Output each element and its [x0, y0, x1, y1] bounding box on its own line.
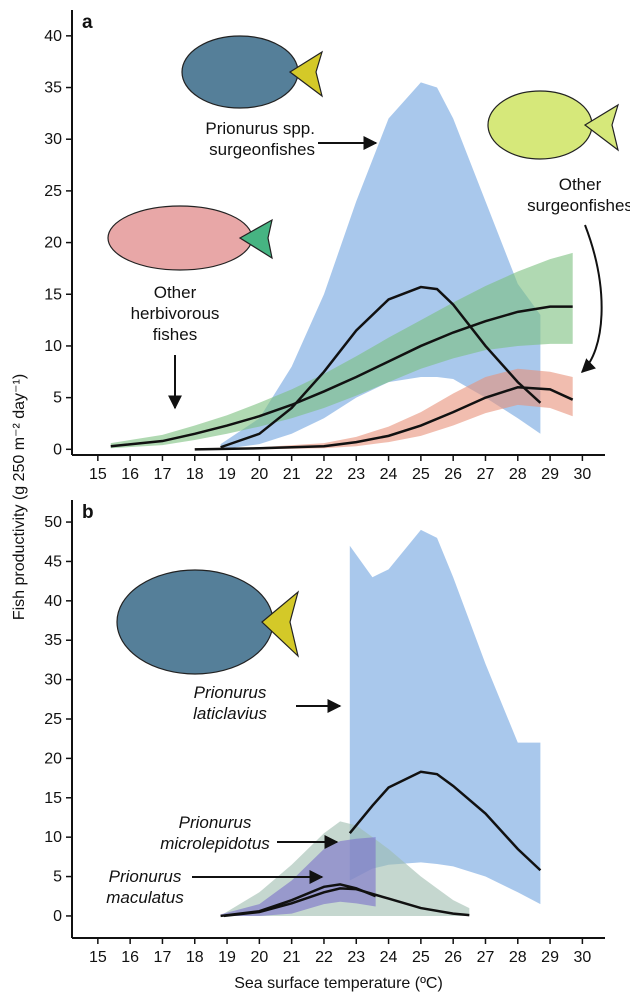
- y-tick-label: 35: [44, 80, 62, 97]
- x-tick-label: 25: [412, 466, 430, 483]
- y-tick-label: 25: [44, 183, 62, 200]
- x-tick-label: 23: [347, 949, 365, 966]
- y-tick-label: 20: [44, 750, 62, 767]
- y-tick-label: 20: [44, 235, 62, 252]
- series-label: Other herbivorous fishes: [115, 282, 235, 345]
- x-tick-label: 29: [541, 466, 559, 483]
- x-tick-label: 21: [283, 466, 301, 483]
- panel-label: a: [82, 12, 93, 33]
- y-tick-label: 40: [44, 593, 62, 610]
- x-tick-label: 15: [89, 466, 107, 483]
- y-tick-label: 50: [44, 514, 62, 531]
- x-tick-label: 15: [89, 949, 107, 966]
- y-tick-label: 5: [53, 869, 62, 886]
- x-tick-label: 20: [250, 949, 268, 966]
- y-tick-label: 15: [44, 790, 62, 807]
- x-tick-label: 19: [218, 949, 236, 966]
- series-label: Prionurus laticlavius: [170, 682, 290, 724]
- y-tick-label: 30: [44, 672, 62, 689]
- x-tick-label: 23: [347, 466, 365, 483]
- y-tick-label: 25: [44, 711, 62, 728]
- x-tick-label: 30: [573, 949, 591, 966]
- y-tick-label: 30: [44, 131, 62, 148]
- x-tick-label: 16: [121, 949, 139, 966]
- x-tick-label: 17: [154, 466, 172, 483]
- y-axis-label: Fish productivity (g 250 m⁻² day⁻¹): [11, 374, 28, 620]
- x-tick-label: 24: [380, 949, 398, 966]
- y-tick-label: 5: [53, 390, 62, 407]
- x-tick-label: 21: [283, 949, 301, 966]
- panel-label: b: [82, 502, 94, 523]
- x-tick-label: 16: [121, 466, 139, 483]
- y-tick-label: 10: [44, 338, 62, 355]
- x-tick-label: 26: [444, 949, 462, 966]
- x-tick-label: 28: [509, 949, 527, 966]
- x-tick-label: 22: [315, 466, 333, 483]
- x-tick-label: 28: [509, 466, 527, 483]
- y-tick-label: 0: [53, 908, 62, 925]
- series-label: Other surgeonfishes: [525, 174, 630, 216]
- x-tick-label: 27: [477, 949, 495, 966]
- x-tick-label: 29: [541, 949, 559, 966]
- figure: 0 5 10 15 20 25 30 35 40 15 16 17 18 19 20 21 22 23 24 25 26…: [0, 0, 630, 994]
- x-tick-label: 18: [186, 949, 204, 966]
- x-tick-label: 24: [380, 466, 398, 483]
- x-axis-label: Sea surface temperature (ºC): [234, 975, 443, 992]
- x-tick-label: 25: [412, 949, 430, 966]
- x-tick-label: 19: [218, 466, 236, 483]
- x-tick-label: 20: [250, 466, 268, 483]
- y-tick-label: 10: [44, 829, 62, 846]
- x-tick-label: 22: [315, 949, 333, 966]
- series-label: Prionurus spp. surgeonfishes: [205, 118, 315, 160]
- x-tick-label: 26: [444, 466, 462, 483]
- x-tick-label: 30: [573, 466, 591, 483]
- y-tick-label: 0: [53, 441, 62, 458]
- x-tick-label: 17: [154, 949, 172, 966]
- series-label: Prionurus maculatus: [90, 866, 200, 908]
- arrow: [582, 225, 602, 372]
- y-tick-label: 40: [44, 28, 62, 45]
- y-tick-label: 35: [44, 632, 62, 649]
- y-tick-label: 15: [44, 286, 62, 303]
- series-label: Prionurus microlepidotus: [150, 812, 280, 854]
- chart: 0 5 10 15 20 25 30 35 40 15 16 17 18 19 20 21 22 23 24 25 26…: [0, 0, 630, 994]
- y-tick-label: 45: [44, 553, 62, 570]
- x-tick-label: 27: [477, 466, 495, 483]
- x-tick-label: 18: [186, 466, 204, 483]
